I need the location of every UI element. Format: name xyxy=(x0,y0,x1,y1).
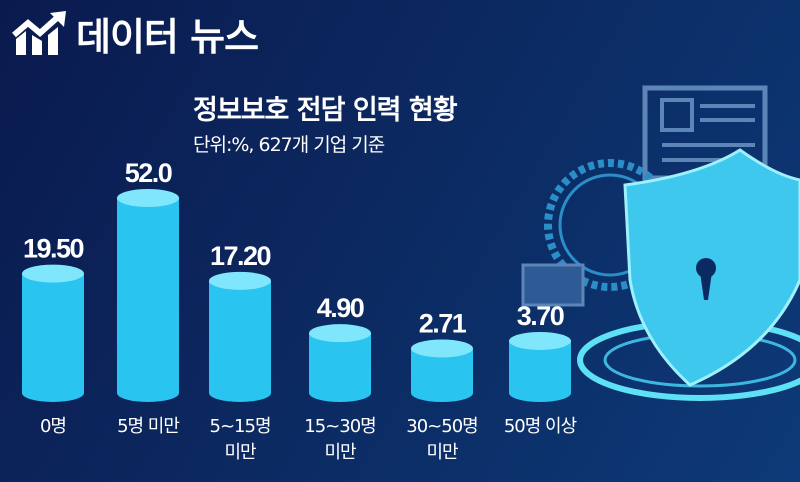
bar-3 xyxy=(309,324,371,402)
bar-0 xyxy=(22,264,84,402)
data-label: 3.70 xyxy=(517,301,564,331)
chart-trend-up-icon xyxy=(12,10,66,55)
bar-2 xyxy=(209,271,271,402)
data-label: 2.71 xyxy=(419,308,467,338)
category-label: 15~30명 xyxy=(304,416,375,437)
chart-subtitle: 단위:%, 627개 기업 기준 xyxy=(193,134,385,156)
bar-body xyxy=(22,273,84,402)
bar-body xyxy=(411,348,473,402)
brand-logo: 데이터 뉴스 xyxy=(12,6,259,61)
bar-body xyxy=(117,198,179,402)
bar-top xyxy=(22,264,84,283)
category-label: 50명 이상 xyxy=(504,416,577,437)
data-label: 4.90 xyxy=(317,293,364,323)
bar-top xyxy=(411,339,473,358)
bar-1 xyxy=(117,189,179,402)
bar-4 xyxy=(411,339,473,402)
category-label: 0명 xyxy=(40,416,66,437)
data-label: 19.50 xyxy=(23,234,84,264)
data-label: 52.0 xyxy=(125,158,172,188)
bar-top xyxy=(509,331,571,350)
category-label: 5~15명 xyxy=(210,416,271,437)
category-label: 30~50명 xyxy=(406,416,477,437)
category-label: 5명 미만 xyxy=(117,416,179,437)
chart-title: 정보보호 전담 인력 현황 xyxy=(193,95,458,126)
bar-top xyxy=(209,271,271,290)
bar-body xyxy=(509,340,571,402)
category-label: 미만 xyxy=(224,442,256,463)
bar-5 xyxy=(509,331,571,402)
category-label: 미만 xyxy=(426,442,458,463)
bar-top xyxy=(117,189,179,207)
data-label: 17.20 xyxy=(210,241,271,271)
shield-lock-illustration xyxy=(521,85,800,401)
bar-body xyxy=(209,280,271,402)
category-label: 미만 xyxy=(324,442,356,463)
brand-name: 데이터 뉴스 xyxy=(76,15,259,59)
bar-body xyxy=(309,333,371,402)
document-small-icon xyxy=(521,263,585,307)
bar-top xyxy=(309,324,371,343)
